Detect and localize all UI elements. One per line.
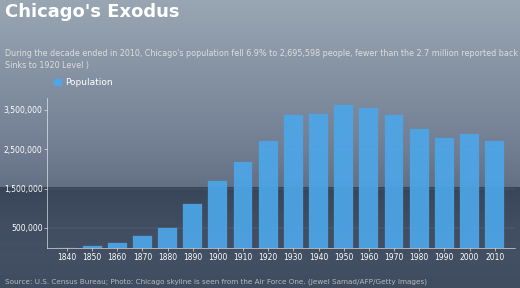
Bar	[133, 236, 152, 248]
Bar	[108, 243, 127, 248]
Bar	[184, 204, 202, 248]
Text: Chicago's Exodus: Chicago's Exodus	[5, 3, 180, 21]
Text: During the decade ended in 2010, Chicago's population fell 6.9% to 2,695,598 peo: During the decade ended in 2010, Chicago…	[5, 49, 520, 70]
Bar	[485, 141, 504, 248]
Bar	[435, 138, 454, 248]
Bar	[309, 114, 328, 248]
Bar	[259, 141, 278, 248]
Bar	[158, 228, 177, 248]
Bar	[359, 108, 379, 248]
Bar	[410, 129, 428, 248]
Bar	[233, 162, 253, 248]
Bar	[83, 247, 101, 248]
Bar	[209, 181, 227, 248]
Legend: Population: Population	[51, 75, 115, 90]
Bar	[284, 115, 303, 248]
Text: Source: U.S. Census Bureau; Photo: Chicago skyline is seen from the Air Force On: Source: U.S. Census Bureau; Photo: Chica…	[5, 278, 427, 285]
Bar	[385, 115, 404, 248]
Bar	[334, 105, 353, 248]
Bar	[460, 134, 479, 248]
